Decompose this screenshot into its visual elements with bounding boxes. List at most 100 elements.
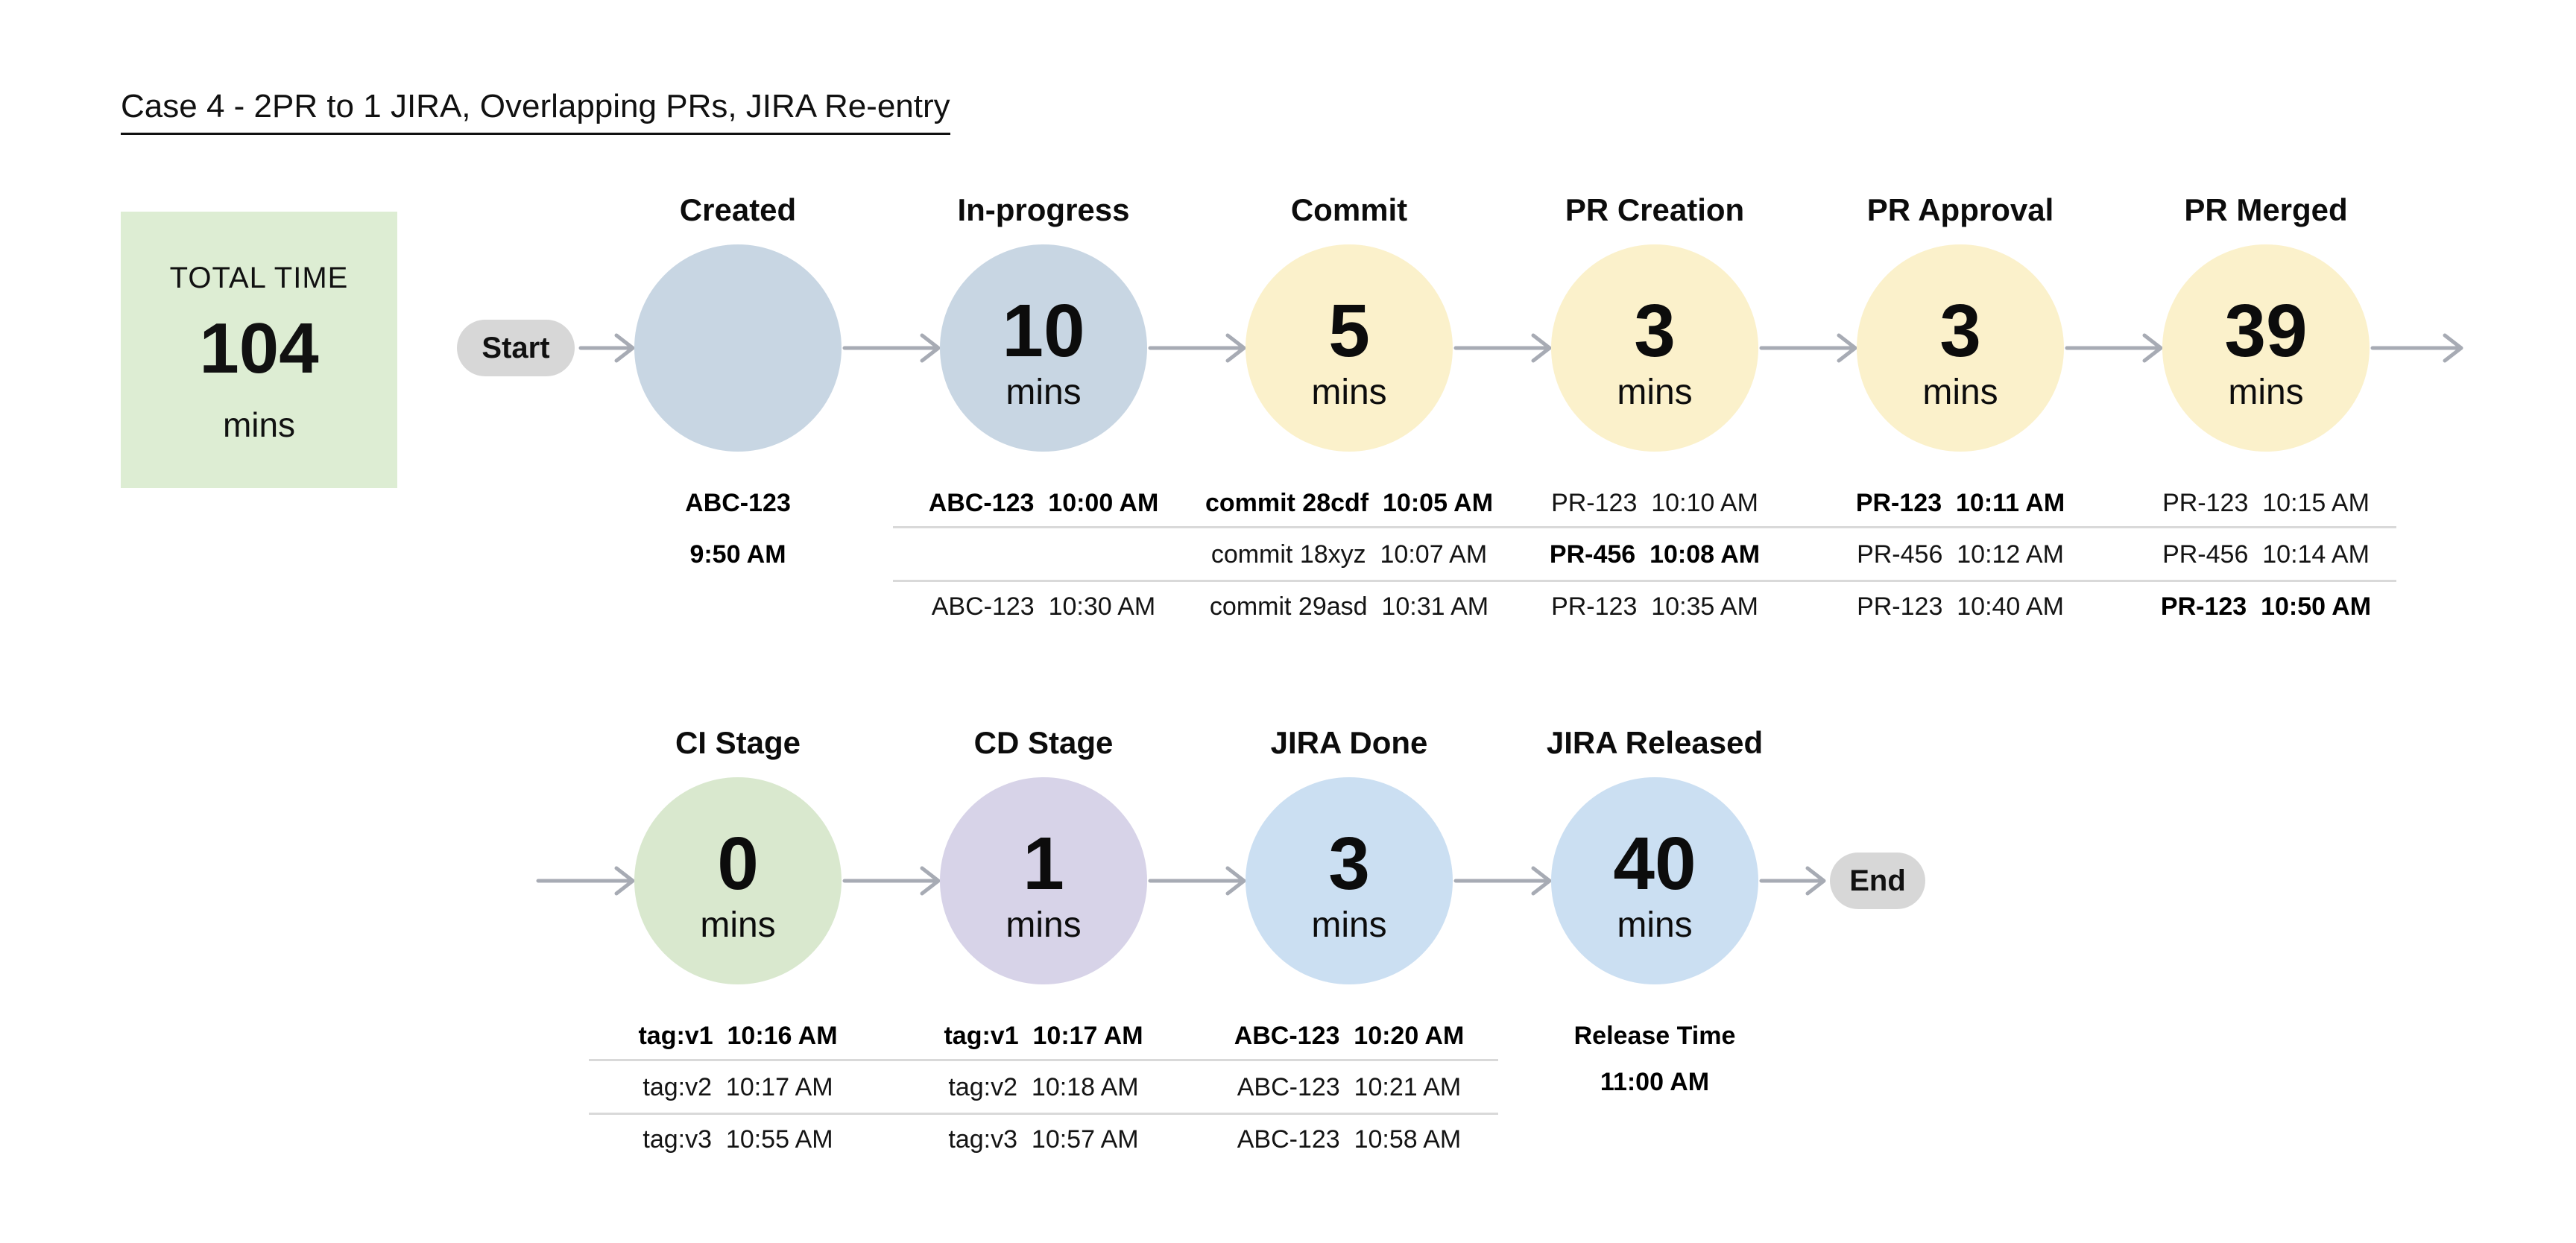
arrow-jira-done-to-jira-released bbox=[1453, 866, 1552, 896]
annotation-cell-pr-merged-1: PR-123 10:15 AM bbox=[2162, 489, 2370, 517]
annotation-cell-commit-1: commit 28cdf 10:05 AM bbox=[1205, 489, 1494, 517]
stage-duration-unit-jira-released: mins bbox=[1617, 905, 1693, 945]
annotation-cell-pr-approval-3: PR-123 10:40 AM bbox=[1857, 592, 2064, 621]
annotation-cell-pr-approval-1: PR-123 10:11 AM bbox=[1855, 489, 2065, 517]
arrow-pr-approval-to-pr-merged bbox=[2065, 333, 2163, 363]
stage-duration-unit-commit: mins bbox=[1311, 373, 1387, 412]
stage-duration-value-cd-stage: 1 bbox=[1023, 822, 1064, 905]
arrow-created-to-in-progress-head bbox=[920, 333, 941, 363]
stage-duration-unit-cd-stage: mins bbox=[1006, 905, 1082, 945]
annotation-cell-commit-2: commit 18xyz 10:07 AM bbox=[1210, 540, 1488, 569]
arrow-in-progress-to-commit-head bbox=[1225, 333, 1246, 363]
annotation-divider-row-2-2 bbox=[589, 1113, 1498, 1115]
stage-circle-created bbox=[634, 244, 842, 452]
start-node-label: Start bbox=[482, 331, 550, 364]
total-time-label: TOTAL TIME bbox=[169, 262, 349, 294]
stage-label-created: Created bbox=[679, 192, 797, 227]
stage-duration-value-jira-done: 3 bbox=[1328, 822, 1370, 905]
annotation-cell-commit-3: commit 29asd 10:31 AM bbox=[1209, 592, 1489, 621]
stage-duration-value-pr-creation: 3 bbox=[1634, 289, 1676, 373]
stage-label-in-progress: In-progress bbox=[957, 192, 1130, 227]
arrow-pr-approval-to-pr-merged-head bbox=[2142, 333, 2163, 363]
stage-duration-value-jira-released: 40 bbox=[1613, 822, 1696, 905]
stage-circle-commit: 5 mins bbox=[1246, 244, 1453, 452]
arrow-commit-to-pr-creation-head bbox=[1531, 333, 1552, 363]
stage-circle-pr-approval: 3 mins bbox=[1857, 244, 2064, 452]
annotation-line-jira-released-1: Release Time bbox=[1573, 1022, 1736, 1050]
stage-duration-unit-ci-stage: mins bbox=[700, 905, 776, 945]
arrow-cd-stage-to-jira-done-head bbox=[1225, 866, 1246, 896]
annotation-line-created-1: ABC-123 bbox=[685, 489, 791, 517]
annotation-cell-jira-done-2: ABC-123 10:21 AM bbox=[1237, 1073, 1462, 1101]
annotation-divider-row-2-1 bbox=[589, 1059, 1498, 1061]
stage-label-pr-creation: PR Creation bbox=[1565, 192, 1745, 227]
annotation-line-jira-released-2: 11:00 AM bbox=[1600, 1068, 1710, 1096]
total-time-unit: mins bbox=[222, 405, 296, 444]
stage-label-pr-merged: PR Merged bbox=[2184, 192, 2348, 227]
annotation-cell-pr-creation-1: PR-123 10:10 AM bbox=[1551, 489, 1758, 517]
stage-circle-jira-released: 40 mins bbox=[1551, 777, 1758, 984]
annotation-cell-jira-done-1: ABC-123 10:20 AM bbox=[1234, 1022, 1465, 1050]
stage-duration-unit-pr-merged: mins bbox=[2228, 373, 2304, 412]
annotation-divider-row-1-1 bbox=[893, 526, 2396, 528]
annotation-cell-in-progress-2 bbox=[890, 534, 1197, 575]
arrow-start-to-created-head bbox=[614, 333, 635, 363]
stage-circle-in-progress: 10 mins bbox=[940, 244, 1147, 452]
annotation-cell-jira-done-3: ABC-123 10:58 AM bbox=[1237, 1125, 1462, 1154]
total-time-box: TOTAL TIME 104 mins bbox=[121, 212, 397, 488]
arrow-jira-released-to-end-head bbox=[1805, 866, 1826, 896]
start-node: Start bbox=[457, 320, 575, 376]
annotation-cell-pr-creation-2: PR-456 10:08 AM bbox=[1549, 540, 1761, 569]
stage-label-pr-approval: PR Approval bbox=[1866, 192, 2054, 227]
stage-duration-unit-in-progress: mins bbox=[1006, 373, 1082, 412]
stage-label-jira-released: JIRA Released bbox=[1546, 725, 1764, 760]
stage-circle-cd-stage: 1 mins bbox=[940, 777, 1147, 984]
arrow-pr-merged-exit-head bbox=[2443, 333, 2463, 363]
stage-label-ci-stage: CI Stage bbox=[675, 725, 801, 760]
stage-duration-value-ci-stage: 0 bbox=[717, 822, 759, 905]
annotation-cell-pr-merged-2: PR-456 10:14 AM bbox=[2162, 540, 2370, 569]
stage-duration-value-pr-approval: 3 bbox=[1939, 289, 1981, 373]
total-time-value: 104 bbox=[199, 309, 319, 388]
arrow-cd-stage-to-jira-done bbox=[1148, 866, 1246, 896]
annotation-cell-in-progress-1: ABC-123 10:00 AM bbox=[928, 489, 1159, 517]
annotation-cell-ci-stage-2: tag:v2 10:17 AM bbox=[643, 1073, 833, 1101]
stage-label-cd-stage: CD Stage bbox=[973, 725, 1114, 760]
stage-label-jira-done: JIRA Done bbox=[1270, 725, 1428, 760]
annotation-cell-cd-stage-2: tag:v2 10:18 AM bbox=[948, 1073, 1139, 1101]
arrow-start-to-created bbox=[578, 333, 635, 363]
end-node-label: End bbox=[1849, 864, 1906, 897]
arrow-ci-stage-to-cd-stage bbox=[842, 866, 941, 896]
arrow-jira-released-to-end bbox=[1759, 866, 1826, 896]
arrow-jira-done-to-jira-released-head bbox=[1531, 866, 1552, 896]
arrow-pr-creation-to-pr-approval bbox=[1759, 333, 1857, 363]
stage-duration-value-pr-merged: 39 bbox=[2224, 289, 2308, 373]
annotation-line-created-2: 9:50 AM bbox=[689, 540, 786, 569]
arrow-ci-stage-to-cd-stage-head bbox=[920, 866, 941, 896]
arrow-created-to-in-progress bbox=[842, 333, 941, 363]
arrow-row2-entry-head bbox=[614, 866, 635, 896]
stage-duration-value-commit: 5 bbox=[1328, 289, 1370, 373]
annotation-cell-cd-stage-1: tag:v1 10:17 AM bbox=[944, 1022, 1143, 1050]
arrow-pr-merged-exit bbox=[2370, 333, 2463, 363]
stage-circle-ci-stage: 0 mins bbox=[634, 777, 842, 984]
annotation-cell-pr-approval-2: PR-456 10:12 AM bbox=[1857, 540, 2064, 569]
annotation-cell-pr-merged-3: PR-123 10:50 AM bbox=[2160, 592, 2372, 621]
annotation-cell-ci-stage-3: tag:v3 10:55 AM bbox=[643, 1125, 833, 1154]
end-node: End bbox=[1830, 853, 1925, 909]
stage-label-commit: Commit bbox=[1290, 192, 1408, 227]
stage-duration-unit-jira-done: mins bbox=[1311, 905, 1387, 945]
stage-circle-pr-creation: 3 mins bbox=[1551, 244, 1758, 452]
arrow-in-progress-to-commit bbox=[1148, 333, 1246, 363]
annotation-cell-pr-creation-3: PR-123 10:35 AM bbox=[1551, 592, 1758, 621]
stage-circle-pr-merged: 39 mins bbox=[2162, 244, 2370, 452]
page-title: Case 4 - 2PR to 1 JIRA, Overlapping PRs,… bbox=[121, 88, 950, 135]
annotation-cell-in-progress-3: ABC-123 10:30 AM bbox=[931, 592, 1156, 621]
stage-duration-unit-pr-approval: mins bbox=[1922, 373, 1998, 412]
annotation-divider-row-1-2 bbox=[893, 580, 2396, 582]
annotation-cell-ci-stage-1: tag:v1 10:16 AM bbox=[638, 1022, 838, 1050]
stage-duration-value-in-progress: 10 bbox=[1002, 289, 1085, 373]
arrow-row2-entry bbox=[536, 866, 635, 896]
stage-duration-unit-pr-creation: mins bbox=[1617, 373, 1693, 412]
